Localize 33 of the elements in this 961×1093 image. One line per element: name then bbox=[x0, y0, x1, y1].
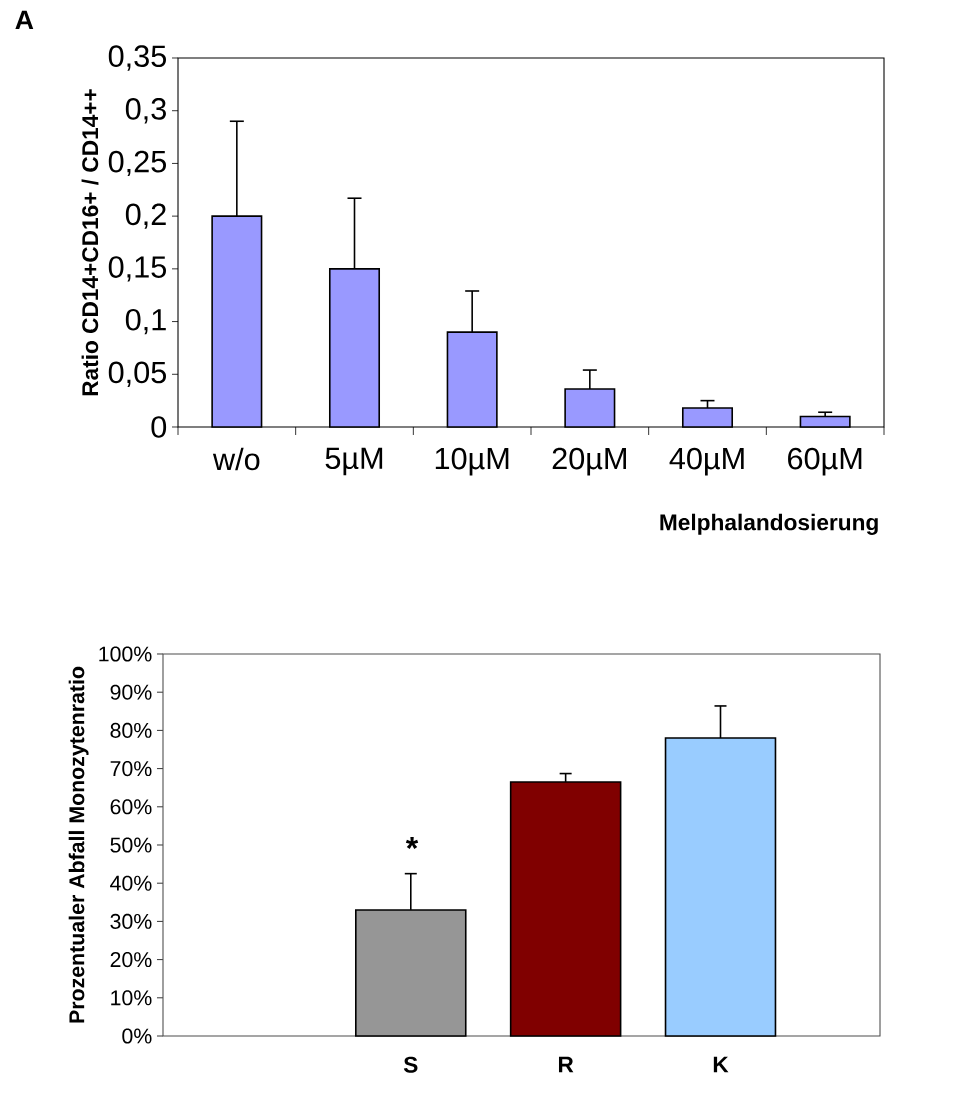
y-tick-label: 0,1 bbox=[125, 308, 166, 335]
y-tick-label: 100% bbox=[99, 646, 152, 662]
y-axis-title: Ratio CD14+CD16+ / CD14++ bbox=[81, 89, 99, 396]
y-tick-label: 0,35 bbox=[108, 45, 166, 71]
y-tick-label: 0% bbox=[122, 1028, 152, 1044]
y-tick-label: 0 bbox=[151, 416, 167, 438]
y-tick-label: 0,2 bbox=[125, 203, 166, 229]
x-axis-title: Melphalandosierung bbox=[660, 513, 878, 535]
y-tick-label: 50% bbox=[110, 837, 152, 853]
y-tick-label: 0,25 bbox=[108, 150, 166, 177]
annotation: * bbox=[405, 836, 419, 849]
y-tick-label: 10% bbox=[111, 990, 152, 1006]
y-tick-label: 60% bbox=[110, 799, 152, 815]
x-tick-label: K bbox=[713, 1056, 729, 1073]
chart-title: A bbox=[15, 10, 34, 30]
x-tick-label: 60µM bbox=[788, 447, 862, 476]
y-tick-label: 80% bbox=[110, 722, 152, 738]
y-tick-label: 40% bbox=[110, 875, 152, 891]
x-tick-label: 10µM bbox=[435, 447, 509, 476]
x-tick-label: 5µM bbox=[325, 447, 383, 476]
y-tick-label: 0,15 bbox=[108, 256, 166, 282]
y-tick-label: 0,05 bbox=[108, 361, 166, 387]
y-tick-label: 20% bbox=[110, 952, 152, 968]
x-tick-label: S bbox=[403, 1056, 418, 1073]
y-tick-label: 70% bbox=[110, 761, 152, 777]
y-tick-label: 0,3 bbox=[125, 98, 166, 124]
x-tick-label: 20µM bbox=[552, 447, 626, 476]
x-tick-label: R bbox=[558, 1056, 574, 1073]
y-axis-title: Prozentualer Abfall Monozytenratio bbox=[68, 666, 89, 1023]
x-tick-label: 40µM bbox=[669, 447, 744, 476]
y-tick-label: 90% bbox=[110, 684, 152, 700]
y-tick-label: 30% bbox=[110, 913, 152, 929]
x-tick-label: w/o bbox=[212, 447, 260, 471]
